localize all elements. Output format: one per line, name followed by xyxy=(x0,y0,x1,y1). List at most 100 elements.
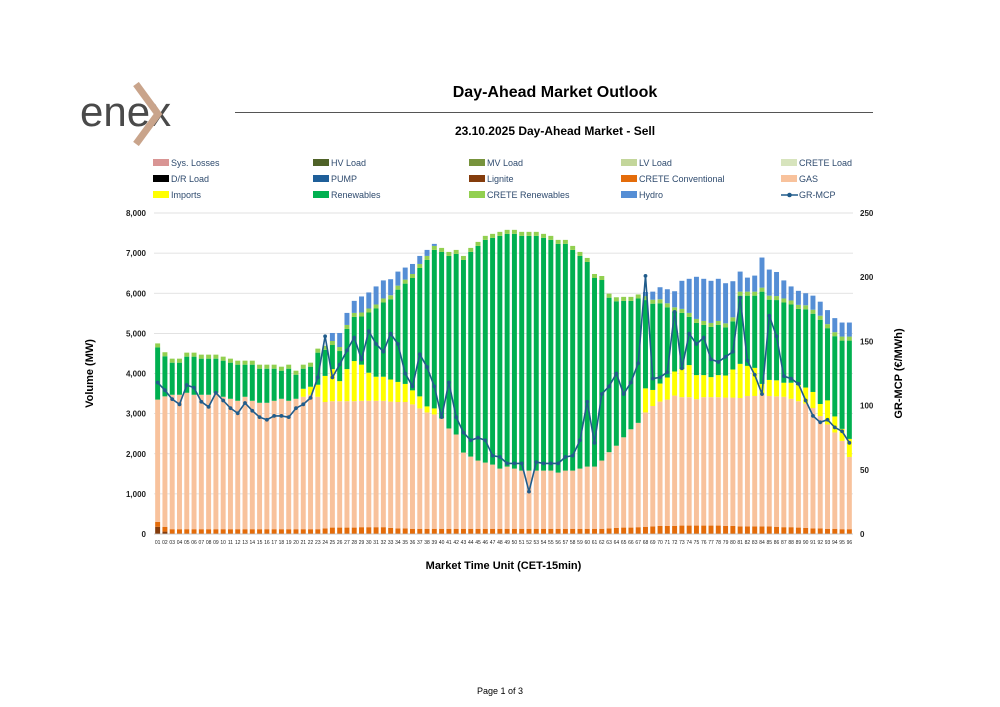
bar-segment-crete-conventional xyxy=(774,526,780,534)
bar-segment-crete-renewables xyxy=(431,245,437,250)
gr-mcp-point xyxy=(294,406,298,411)
bar-segment-renewables xyxy=(264,368,270,403)
x-tick-label: 87 xyxy=(781,540,787,546)
bar-segment-renewables xyxy=(744,295,750,366)
bar-segment-hydro xyxy=(803,293,809,306)
x-tick-label: 14 xyxy=(250,540,256,546)
bar-segment-crete-conventional xyxy=(795,527,801,534)
bar-segment-gas xyxy=(679,397,685,526)
gr-mcp-point xyxy=(432,384,437,389)
gr-mcp-point xyxy=(235,411,240,416)
bar-segment-gas xyxy=(337,401,343,528)
x-tick-label: 54 xyxy=(541,540,547,546)
bar-segment-imports xyxy=(359,364,364,401)
bar-segment-hydro xyxy=(825,310,830,325)
bar-segment-gas xyxy=(366,400,372,528)
bar-segment-imports xyxy=(686,365,692,398)
bar-segment-crete-conventional xyxy=(657,525,663,534)
bar-segment-crete-conventional xyxy=(679,525,685,534)
x-tick-label: 63 xyxy=(606,540,612,546)
gr-mcp-point xyxy=(847,440,852,445)
x-tick-label: 85 xyxy=(766,540,772,546)
bar-segment-renewables xyxy=(300,368,306,389)
bar-segment-gas xyxy=(177,394,182,530)
bar-segment-crete-conventional xyxy=(701,525,707,534)
x-tick-label: 64 xyxy=(614,540,620,546)
bar-segment-renewables xyxy=(511,233,517,469)
bar-segment-renewables xyxy=(526,235,532,471)
bar-segment-imports xyxy=(810,391,816,409)
bar-segment-gas xyxy=(555,472,561,529)
bar-segment-crete-renewables xyxy=(162,352,168,357)
x-tick-label: 47 xyxy=(490,540,496,546)
gr-mcp-point xyxy=(250,408,255,413)
bar-segment-renewables xyxy=(475,245,481,461)
bar-segment-renewables xyxy=(781,302,787,383)
bar-segment-renewables xyxy=(366,312,372,373)
y-axis-title: Volume (MW) xyxy=(84,339,96,408)
bar-segment-crete-conventional xyxy=(482,528,488,534)
x-tick-label: 40 xyxy=(439,540,445,546)
legend-swatch xyxy=(621,191,637,198)
bar-segment-renewables xyxy=(766,299,772,380)
gr-mcp-point xyxy=(337,362,342,367)
x-tick-label: 11 xyxy=(228,540,233,546)
bar-segment-crete-conventional xyxy=(504,528,510,534)
bar-segment-crete-renewables xyxy=(439,247,445,252)
x-tick-label: 76 xyxy=(701,540,707,546)
x-tick-label: 77 xyxy=(708,540,714,546)
legend-swatch xyxy=(621,175,637,182)
bar-segment-crete-renewables xyxy=(351,312,357,317)
bar-segment-gas xyxy=(184,392,190,530)
bar-segment-renewables xyxy=(752,295,758,368)
bar-segment-hydro xyxy=(380,280,386,299)
bar-segment-crete-renewables xyxy=(832,332,838,337)
gr-mcp-point xyxy=(374,342,378,346)
bar-segment-renewables xyxy=(679,312,685,370)
x-tick-label: 67 xyxy=(635,540,641,546)
bar-segment-crete-renewables xyxy=(490,233,496,238)
gr-mcp-point xyxy=(534,460,539,464)
bar-segment-imports xyxy=(431,408,437,415)
bar-segment-crete-conventional xyxy=(759,526,765,534)
bar-segment-renewables xyxy=(424,259,430,407)
bar-segment-crete-renewables xyxy=(781,298,787,303)
bar-segment-gas xyxy=(511,468,517,529)
bar-segment-crete-conventional xyxy=(344,527,350,534)
bar-segment-gas xyxy=(643,412,648,527)
bar-segment-gas xyxy=(475,460,481,529)
bar-segment-gas xyxy=(439,418,445,529)
bar-segment-hydro xyxy=(781,280,787,299)
gr-mcp-point xyxy=(738,295,743,300)
gr-mcp-point xyxy=(760,392,764,396)
gr-mcp-point xyxy=(257,415,262,420)
bar-segment-gas xyxy=(686,397,692,526)
x-tick-label: 52 xyxy=(526,540,532,546)
x-tick-label: 95 xyxy=(839,540,845,546)
x-tick-label: 70 xyxy=(657,540,663,546)
bar-segment-renewables xyxy=(249,364,255,401)
bar-segment-crete-conventional xyxy=(730,525,736,534)
bar-segment-crete-renewables xyxy=(774,296,780,301)
bar-segment-imports xyxy=(657,383,663,402)
bar-segment-crete-renewables xyxy=(395,285,401,290)
bar-segment-crete-renewables xyxy=(249,360,255,365)
gr-mcp-point xyxy=(388,331,393,336)
gr-mcp-point xyxy=(184,383,189,387)
x-tick-label: 33 xyxy=(388,540,394,546)
bar-segment-crete-renewables xyxy=(723,323,729,328)
bar-segment-crete-renewables xyxy=(810,309,816,314)
bar-segment-crete-conventional xyxy=(184,529,190,534)
x-tick-label: 15 xyxy=(257,540,263,546)
bar-segment-gas xyxy=(388,401,394,528)
bar-segment-gas xyxy=(402,401,408,529)
bar-segment-crete-renewables xyxy=(308,362,314,367)
bar-segment-gas xyxy=(351,401,357,528)
x-tick-label: 78 xyxy=(716,540,722,546)
gr-mcp-point xyxy=(607,384,611,389)
gr-mcp-point xyxy=(272,413,277,418)
legend-swatch xyxy=(781,159,797,166)
bar-segment-crete-conventional xyxy=(366,527,372,534)
gr-mcp-point xyxy=(323,334,328,339)
bar-segment-hydro xyxy=(839,322,845,337)
